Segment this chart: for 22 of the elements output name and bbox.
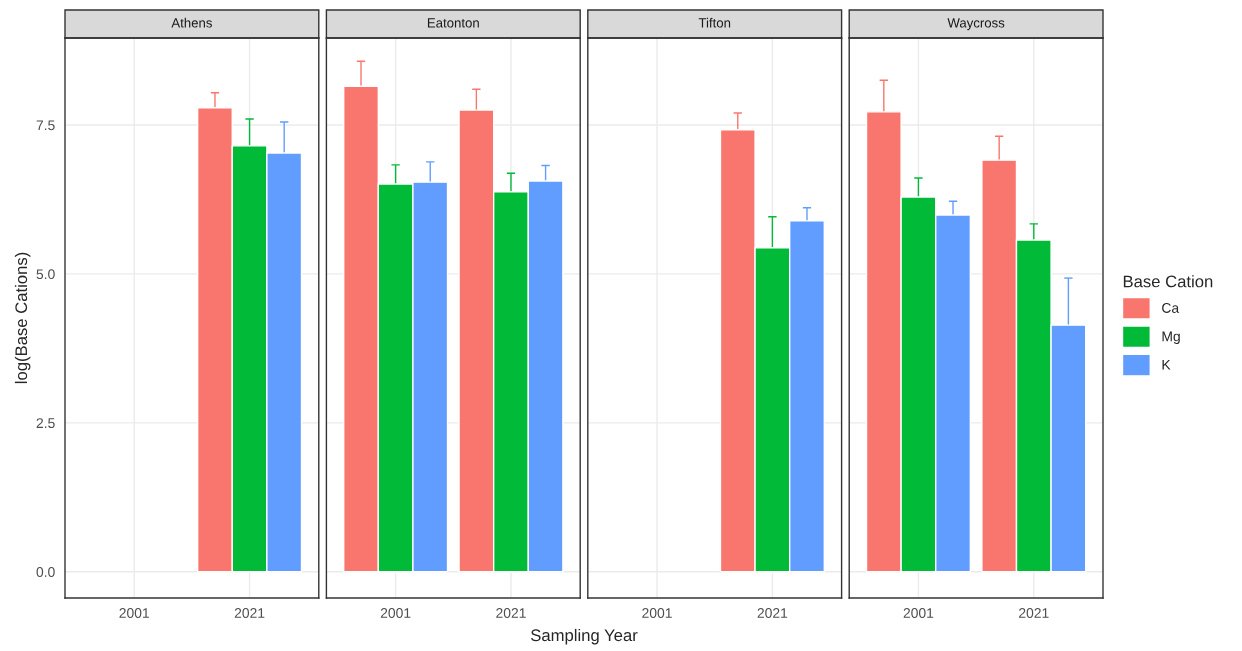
x-tick-label: 2001 (903, 608, 934, 618)
chart-title: Athens (171, 17, 212, 28)
legend-label: K (1162, 360, 1171, 370)
x-tick-label: 2001 (642, 608, 672, 618)
chart-title: Tifton (698, 17, 731, 28)
x-tick-label: 2021 (757, 608, 788, 618)
y-tick-label: 2.5 (36, 418, 55, 429)
legend-title: Base Cation (1123, 275, 1213, 288)
y-axis-title: log(Base Cations) (14, 252, 31, 384)
x-tick-label: 2001 (380, 608, 411, 618)
y-tick-label: 0.0 (36, 567, 55, 577)
x-tick-label: 2021 (496, 608, 526, 618)
x-tick-label: 2001 (119, 608, 149, 618)
legend-label: Mg (1162, 331, 1180, 345)
chart-title: Waycross (947, 18, 1005, 31)
x-tick-label: 2021 (234, 608, 265, 618)
chart-title: Eatonton (427, 18, 479, 28)
x-tick-label: 2021 (1019, 608, 1049, 618)
y-tick-label: 5.0 (36, 269, 55, 280)
y-tick-label: 7.5 (36, 120, 55, 131)
legend-label: Ca (1162, 303, 1180, 313)
x-axis-title: Sampling Year (531, 628, 638, 645)
